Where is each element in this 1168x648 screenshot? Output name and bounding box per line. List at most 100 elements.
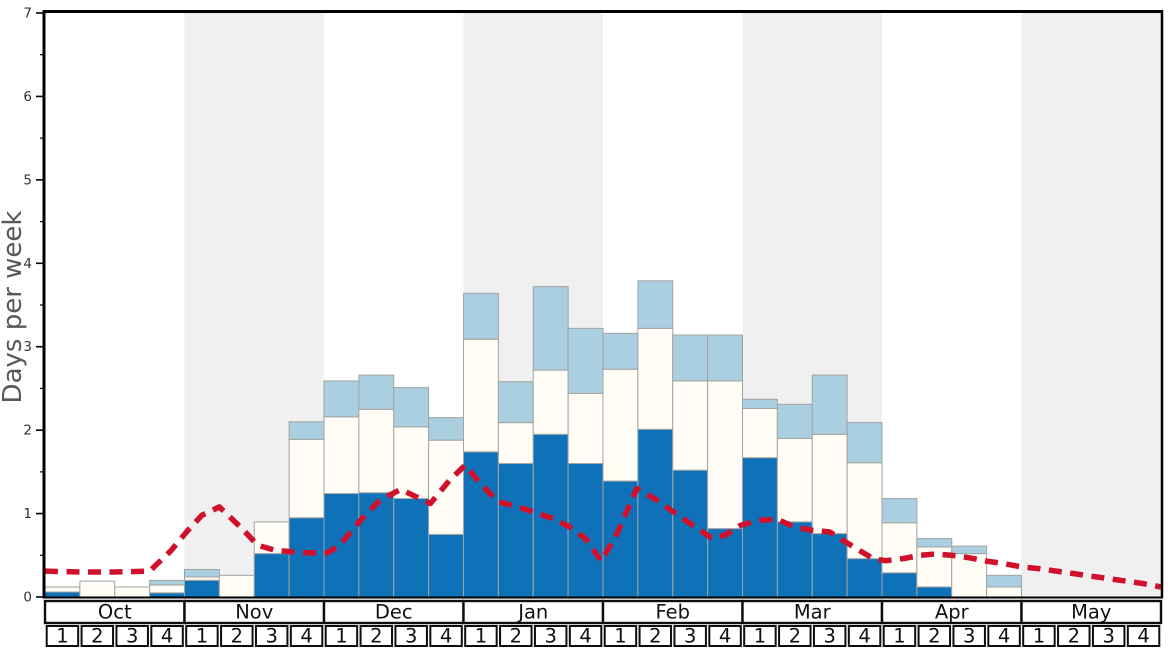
bar-dark-segment — [602, 480, 639, 598]
week-cell — [987, 625, 1021, 647]
month-label: Jan — [516, 601, 548, 624]
bar-white-segment — [672, 380, 709, 471]
y-tick-label: 2 — [23, 423, 32, 439]
bar-white-segment — [951, 553, 988, 598]
bar-white-segment — [288, 438, 325, 519]
week-label: 2 — [91, 625, 103, 648]
week-cell — [568, 625, 603, 647]
week-cell — [324, 625, 359, 647]
bar-light-segment — [428, 417, 464, 441]
bar-white-segment — [811, 433, 848, 535]
bar-light-segment — [149, 579, 185, 586]
bar-white-segment — [358, 408, 395, 494]
week-cell — [254, 625, 289, 647]
bar-dark-segment — [358, 492, 395, 598]
week-cell — [952, 625, 986, 647]
week-cell — [394, 625, 428, 647]
bar-white-segment — [463, 338, 499, 453]
bar-white-segment — [742, 407, 778, 459]
month-cell — [1020, 599, 1163, 625]
bar-white-segment — [393, 426, 430, 500]
bar-white-segment — [637, 327, 674, 430]
bar-dark-segment — [567, 463, 604, 598]
week-cell — [1022, 625, 1056, 647]
y-tick-label: 5 — [23, 172, 32, 188]
bar-white-segment — [497, 422, 534, 465]
bar-white-segment — [44, 586, 81, 593]
week-cell — [1057, 625, 1091, 647]
week-label: 4 — [998, 625, 1010, 648]
bar-dark-segment — [846, 558, 883, 598]
week-cell — [673, 625, 707, 647]
week-label: 2 — [231, 625, 243, 648]
week-label: 1 — [754, 625, 766, 648]
bar-dark-segment — [44, 591, 81, 598]
bar-light-segment — [602, 332, 639, 370]
bar-light-segment — [567, 327, 604, 394]
week-cell — [185, 625, 219, 647]
bar-light-segment — [358, 374, 395, 410]
week-cell — [289, 625, 324, 647]
week-label: 4 — [300, 625, 312, 648]
y-tick-label: 0 — [23, 590, 32, 606]
bar-light-segment — [497, 381, 534, 424]
bar-light-segment — [951, 545, 988, 555]
week-label: 4 — [161, 625, 173, 648]
month-label: May — [1071, 601, 1111, 624]
week-cell — [220, 625, 254, 647]
bar-light-segment — [323, 380, 360, 418]
bar-light-segment — [986, 574, 1022, 588]
week-label: 4 — [579, 625, 591, 648]
bar-light-segment — [916, 538, 953, 548]
y-tick-label: 7 — [23, 6, 32, 22]
bar-dark-segment — [881, 572, 918, 598]
week-label: 4 — [1137, 625, 1149, 648]
bar-white-segment — [149, 584, 185, 594]
bar-white-segment — [79, 580, 116, 598]
week-label: 1 — [893, 625, 905, 648]
bar-dark-segment — [184, 579, 220, 598]
week-label: 3 — [963, 625, 975, 648]
week-cell — [708, 625, 742, 647]
week-label: 2 — [789, 625, 801, 648]
bar-dark-segment — [393, 498, 430, 598]
week-label: 2 — [370, 625, 382, 648]
week-cell — [533, 625, 568, 647]
bar-light-segment — [846, 422, 883, 464]
week-label: 3 — [265, 625, 277, 648]
week-label: 3 — [126, 625, 138, 648]
month-label: Dec — [375, 601, 413, 624]
week-cell — [882, 625, 917, 647]
y-tick-label: 3 — [23, 339, 32, 355]
week-cell — [115, 625, 149, 647]
bar-dark-segment — [916, 586, 953, 598]
bar-white-segment — [602, 368, 639, 482]
week-cell — [638, 625, 673, 647]
bar-dark-segment — [776, 521, 813, 598]
week-cell — [1091, 625, 1126, 647]
bar-light-segment — [288, 421, 325, 440]
bar-light-segment — [393, 387, 430, 428]
week-cell — [917, 625, 952, 647]
week-label: 1 — [1033, 625, 1045, 648]
week-label: 3 — [405, 625, 417, 648]
week-cell — [847, 625, 882, 647]
week-cell — [429, 625, 463, 647]
bar-white-segment — [846, 462, 883, 560]
week-cell — [464, 625, 498, 647]
month-label: Nov — [235, 601, 273, 624]
bar-white-segment — [218, 574, 255, 598]
month-label: Oct — [98, 601, 132, 624]
bar-white-segment — [986, 586, 1022, 598]
week-label: 2 — [649, 625, 661, 648]
week-cell — [743, 625, 777, 647]
bar-light-segment — [184, 568, 220, 578]
bar-dark-segment — [253, 553, 290, 598]
week-label: 3 — [823, 625, 835, 648]
bar-white-segment — [707, 380, 743, 530]
month-label: Feb — [655, 601, 690, 624]
week-cell — [603, 625, 638, 647]
week-cell — [812, 625, 847, 647]
y-axis-title: Days per week — [0, 211, 28, 404]
